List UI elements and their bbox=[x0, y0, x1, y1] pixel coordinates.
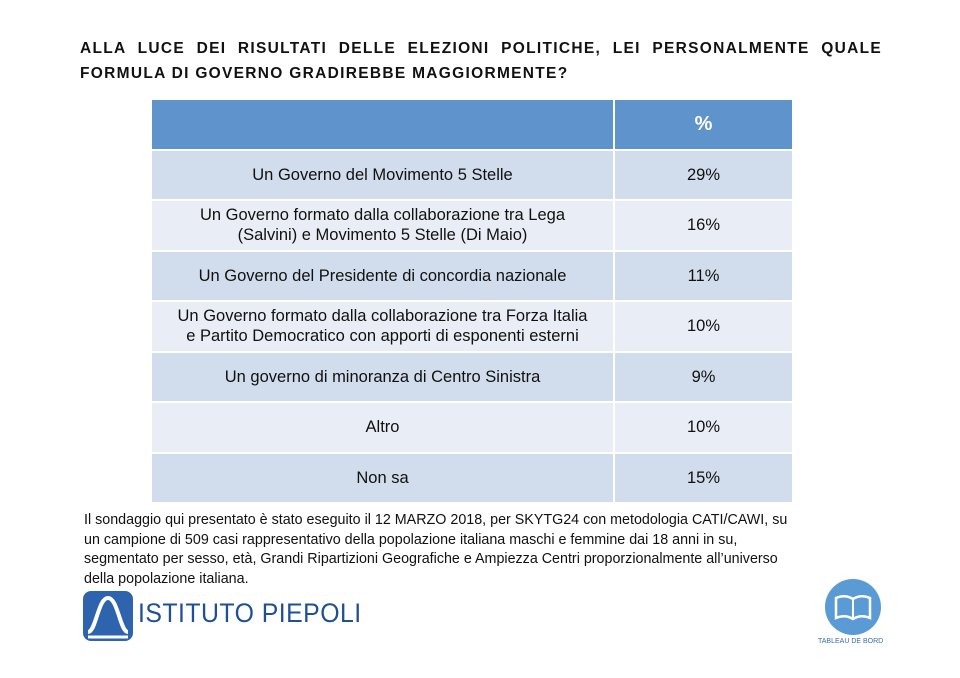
table: % Un Governo del Movimento 5 Stelle 29% Un … bbox=[150, 98, 794, 504]
table-cell: 10% bbox=[615, 403, 792, 452]
table-row: Un Governo del Presidente di concordia n… bbox=[152, 251, 792, 300]
table-cell bbox=[152, 100, 613, 149]
table-row: % bbox=[152, 100, 792, 149]
table-row: Un Governo formato dalla collaborazione … bbox=[152, 201, 792, 250]
table-cell: 15% bbox=[615, 453, 792, 502]
table-cell: Un Governo formato dalla collaborazione … bbox=[152, 201, 613, 250]
table-row: Altro 10% bbox=[152, 403, 792, 452]
table-row: Un Governo formato dalla collaborazione … bbox=[152, 302, 792, 351]
table-cell: 9% bbox=[615, 352, 792, 401]
table-row: Un Governo del Movimento 5 Stelle 29% bbox=[152, 150, 792, 199]
table-row: Un governo di minoranza di Centro Sinist… bbox=[152, 352, 792, 401]
table-cell: 29% bbox=[615, 150, 792, 199]
table-cell: Non sa bbox=[152, 453, 613, 502]
title: ALLA LUCE DEI RISULTATI DELLE ELEZIONI P… bbox=[80, 40, 882, 82]
table-cell: Altro bbox=[152, 403, 613, 452]
logo-icon bbox=[825, 579, 881, 635]
table-cell: Un Governo del Presidente di concordia n… bbox=[152, 251, 613, 300]
table-cell: 11% bbox=[615, 251, 792, 300]
table-cell: Un Governo del Movimento 5 Stelle bbox=[152, 150, 613, 199]
table-cell: 16% bbox=[615, 201, 792, 250]
logo-text: TABLEAU DE BORD bbox=[818, 638, 884, 645]
table-cell: Un Governo formato dalla collaborazione … bbox=[152, 302, 613, 351]
table-cell: Un governo di minoranza di Centro Sinist… bbox=[152, 352, 613, 401]
table-cell: % bbox=[615, 100, 792, 149]
table-row: Non sa 15% bbox=[152, 453, 792, 502]
logo-text: ISTITUTO PIEPOLI bbox=[138, 598, 362, 628]
table-cell: 10% bbox=[615, 302, 792, 351]
logo-icon bbox=[83, 591, 133, 641]
footnote: Il sondaggio qui presentato è stato eseg… bbox=[84, 512, 788, 587]
